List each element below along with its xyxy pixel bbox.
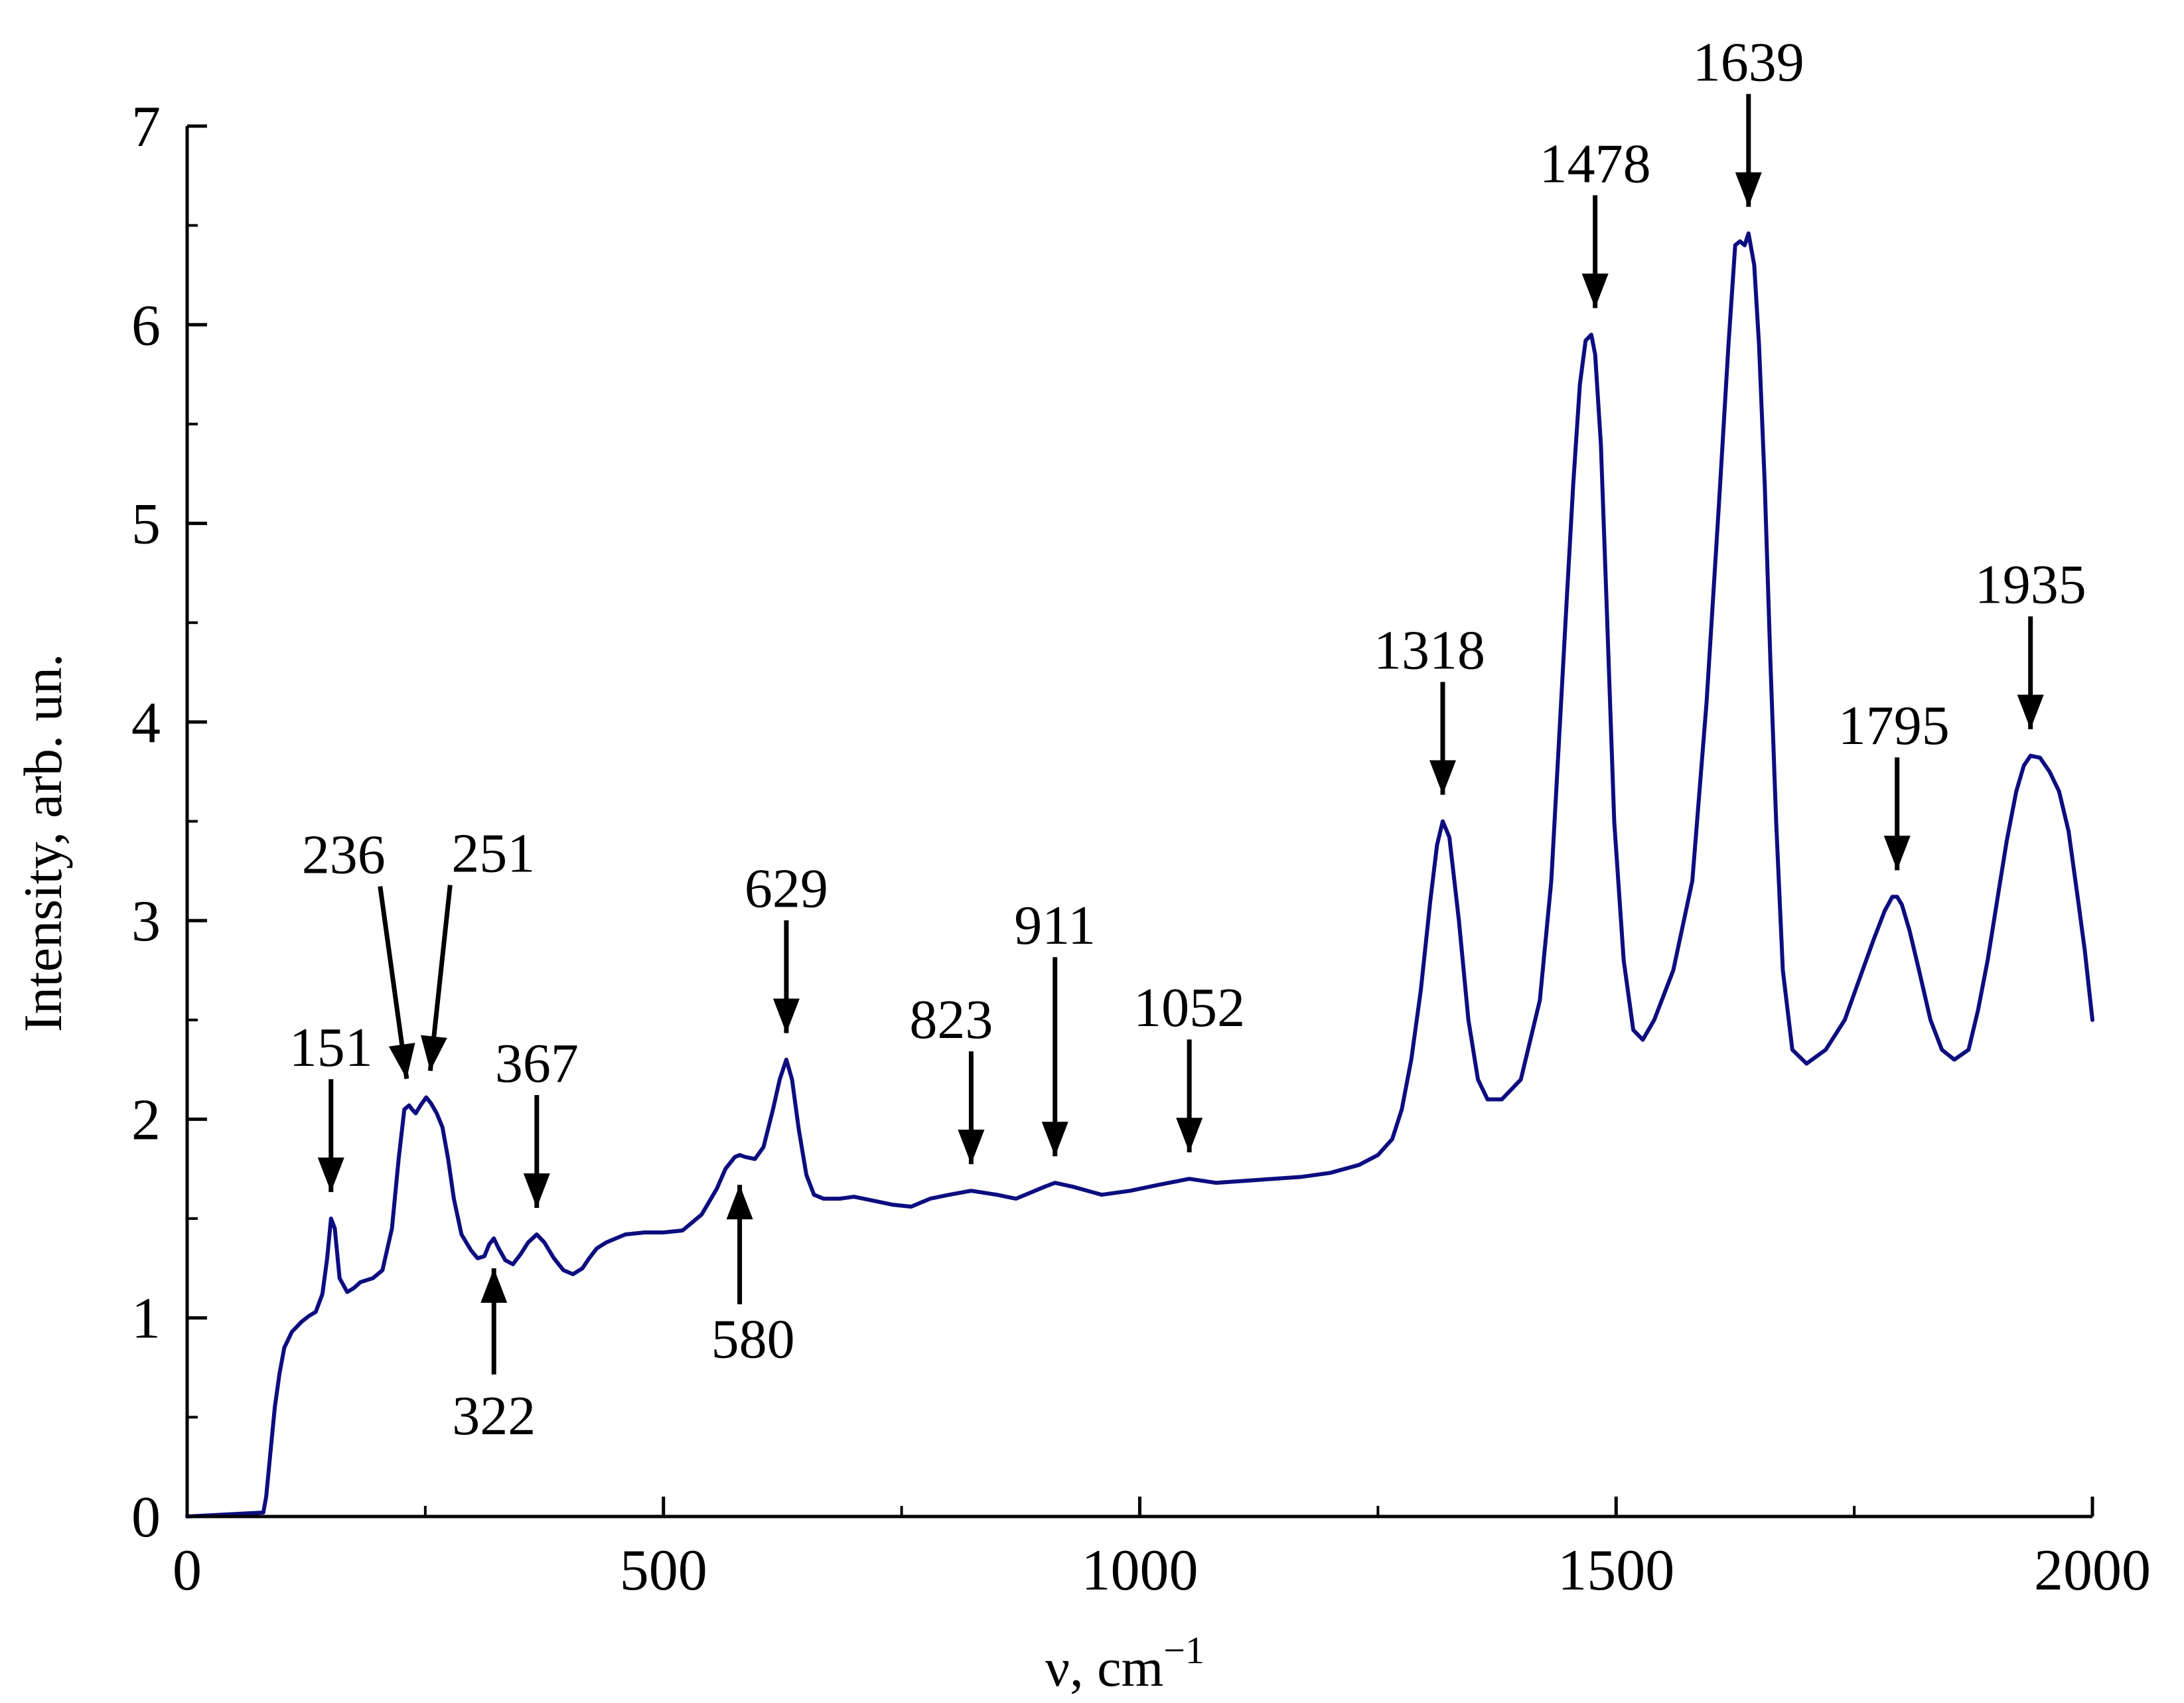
peak-arrow-head-251: [420, 1035, 447, 1071]
peak-arrow-head-1478: [1581, 273, 1609, 309]
peak-arrow-head-911: [1041, 1122, 1068, 1157]
peak-annotation-322: 322: [452, 1268, 536, 1447]
peak-arrow-head-1318: [1429, 760, 1456, 795]
y-tick-label-7: 7: [131, 95, 161, 159]
peak-label-911: 911: [1014, 895, 1096, 956]
peak-label-322: 322: [452, 1385, 536, 1447]
y-tick-label-2: 2: [131, 1088, 161, 1152]
peak-annotation-1795: 1795: [1838, 695, 1950, 871]
peak-arrow-head-236: [388, 1043, 415, 1079]
peak-arrow-head-151: [317, 1157, 344, 1193]
peak-annotation-1935: 1935: [1975, 554, 2086, 729]
peak-annotation-1639: 1639: [1693, 32, 1804, 207]
peak-annotation-1052: 1052: [1133, 977, 1245, 1153]
peak-arrow-head-1639: [1735, 172, 1762, 207]
peak-label-629: 629: [745, 858, 828, 920]
peak-arrow-head-1795: [1883, 836, 1911, 871]
x-axis-title-main: ν, cm: [1045, 1637, 1163, 1698]
peak-arrow-head-823: [958, 1130, 985, 1165]
y-tick-label-5: 5: [131, 492, 161, 557]
peak-annotation-629: 629: [745, 858, 828, 1033]
x-tick-label-2000: 2000: [2034, 1538, 2151, 1603]
x-axis-title: ν, cm−1: [1045, 1629, 1204, 1698]
y-tick-label-3: 3: [131, 889, 161, 954]
peak-label-251: 251: [451, 823, 535, 885]
peak-annotation-911: 911: [1014, 895, 1096, 1157]
peak-annotation-236: 236: [302, 824, 415, 1079]
peak-annotation-823: 823: [909, 989, 993, 1165]
peak-label-1795: 1795: [1838, 695, 1950, 757]
x-tick-label-1500: 1500: [1558, 1538, 1674, 1603]
peak-arrow-head-322: [480, 1268, 508, 1303]
x-tick-label-0: 0: [173, 1538, 202, 1603]
series-line-0: [185, 231, 2094, 1518]
peak-arrow-head-1052: [1176, 1118, 1203, 1153]
peak-label-236: 236: [302, 824, 386, 885]
peak-label-1639: 1639: [1693, 32, 1804, 94]
peak-label-580: 580: [711, 1308, 795, 1370]
peak-label-1318: 1318: [1374, 620, 1485, 682]
y-tick-label-6: 6: [131, 293, 161, 358]
peak-annotation-251: 251: [420, 823, 535, 1071]
peak-annotation-151: 151: [289, 1017, 373, 1193]
annotation-layer: 151 236 251 322 367 580 629 823 911 1052 1318 1478 1…: [289, 32, 2086, 1447]
x-axis-title-superscript: −1: [1163, 1629, 1204, 1672]
peak-annotation-580: 580: [711, 1185, 795, 1370]
peak-arrow-head-367: [523, 1173, 550, 1209]
peak-arrow-head-1935: [2017, 694, 2044, 729]
y-tick-label-0: 0: [131, 1485, 161, 1550]
peak-label-1935: 1935: [1975, 554, 2086, 616]
peak-arrow-head-580: [726, 1185, 753, 1220]
peak-label-823: 823: [909, 989, 993, 1051]
peak-label-1052: 1052: [1133, 977, 1245, 1039]
peak-annotation-1318: 1318: [1374, 620, 1485, 795]
peak-label-1478: 1478: [1540, 133, 1651, 194]
axes-layer: 0 500 1000 1500 2000 0 1 2 3 4 5 6 7: [131, 95, 2151, 1603]
y-tick-label-1: 1: [131, 1287, 161, 1351]
peak-annotation-1478: 1478: [1540, 133, 1651, 309]
x-tick-label-1000: 1000: [1082, 1538, 1199, 1603]
peak-label-151: 151: [289, 1017, 373, 1078]
x-tick-label-500: 500: [620, 1538, 707, 1603]
peak-arrow-head-629: [772, 998, 800, 1033]
y-tick-label-4: 4: [131, 691, 161, 755]
series-layer: [185, 231, 2094, 1518]
y-axis-title: Intensity, arb. un.: [13, 654, 73, 1033]
peak-label-367: 367: [495, 1033, 579, 1094]
peak-annotation-367: 367: [495, 1033, 579, 1209]
